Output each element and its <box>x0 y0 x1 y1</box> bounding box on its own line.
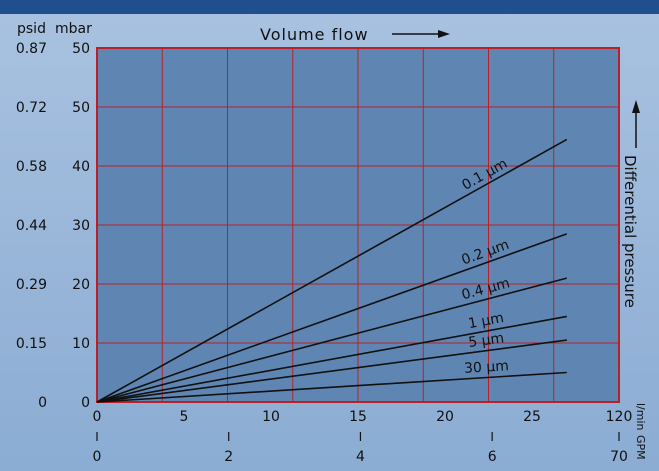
gpm-unit-label: GPM <box>634 435 647 460</box>
series-line <box>96 138 568 403</box>
mbar-tick: 40 <box>72 159 90 175</box>
y-arrow <box>632 100 640 148</box>
series-line <box>96 371 567 403</box>
series-line <box>96 339 567 403</box>
lpm-tick: 20 <box>436 409 454 425</box>
gpm-tick: 0 <box>93 449 102 465</box>
series-line <box>96 277 568 403</box>
lpm-tick: 5 <box>180 409 189 425</box>
top-bar <box>0 0 659 14</box>
mbar-tick-labels: 0 10 20 30 40 50 50 <box>72 41 90 411</box>
psid-tick: 0.87 <box>16 41 47 57</box>
mbar-tick: 50 <box>72 100 90 116</box>
psid-tick: 0.44 <box>16 218 47 234</box>
lpm-tick: 0 <box>93 409 102 425</box>
gpm-tick: 6 <box>488 449 497 465</box>
series-label: 30 µm <box>464 358 510 377</box>
gpm-tick: 4 <box>356 449 365 465</box>
lpm-tick: 25 <box>523 409 541 425</box>
psid-tick-labels: 0 0.15 0.29 0.44 0.58 0.72 0.87 <box>16 41 47 411</box>
psid-tick: 0 <box>38 395 47 411</box>
mbar-tick: 30 <box>72 218 90 234</box>
mbar-tick: 0 <box>81 395 90 411</box>
series-lines <box>96 138 568 403</box>
mbar-tick: 10 <box>72 336 90 352</box>
lpm-tick: 10 <box>262 409 280 425</box>
lpm-unit-label: l/min <box>634 403 647 431</box>
mbar-tick: 50 <box>72 41 90 57</box>
gpm-tick: 2 <box>224 449 233 465</box>
series-line <box>96 233 568 403</box>
series-label: 5 µm <box>467 330 505 351</box>
psid-tick: 0.15 <box>16 336 47 352</box>
y-axis-title: Differential pressure <box>621 155 639 308</box>
grid-lines <box>97 48 619 402</box>
lpm-tick: 15 <box>349 409 367 425</box>
series-label: 1 µm <box>467 310 505 332</box>
mbar-unit-label: mbar <box>55 21 92 37</box>
psid-tick: 0.29 <box>16 277 47 293</box>
series-line <box>96 315 567 403</box>
lpm-tick: 120 <box>606 409 633 425</box>
chart-title: Volume flow <box>260 25 369 44</box>
gpm-tick: 70 <box>610 449 628 465</box>
psid-tick: 0.58 <box>16 159 47 175</box>
mbar-tick: 20 <box>72 277 90 293</box>
gpm-tick-labels: 0 2 4 6 70 <box>93 432 628 465</box>
lpm-tick-labels: 0 5 10 15 20 25 120 <box>93 409 633 425</box>
x-arrow <box>392 30 450 38</box>
psid-tick: 0.72 <box>16 100 47 116</box>
psid-unit-label: psid <box>17 21 46 37</box>
